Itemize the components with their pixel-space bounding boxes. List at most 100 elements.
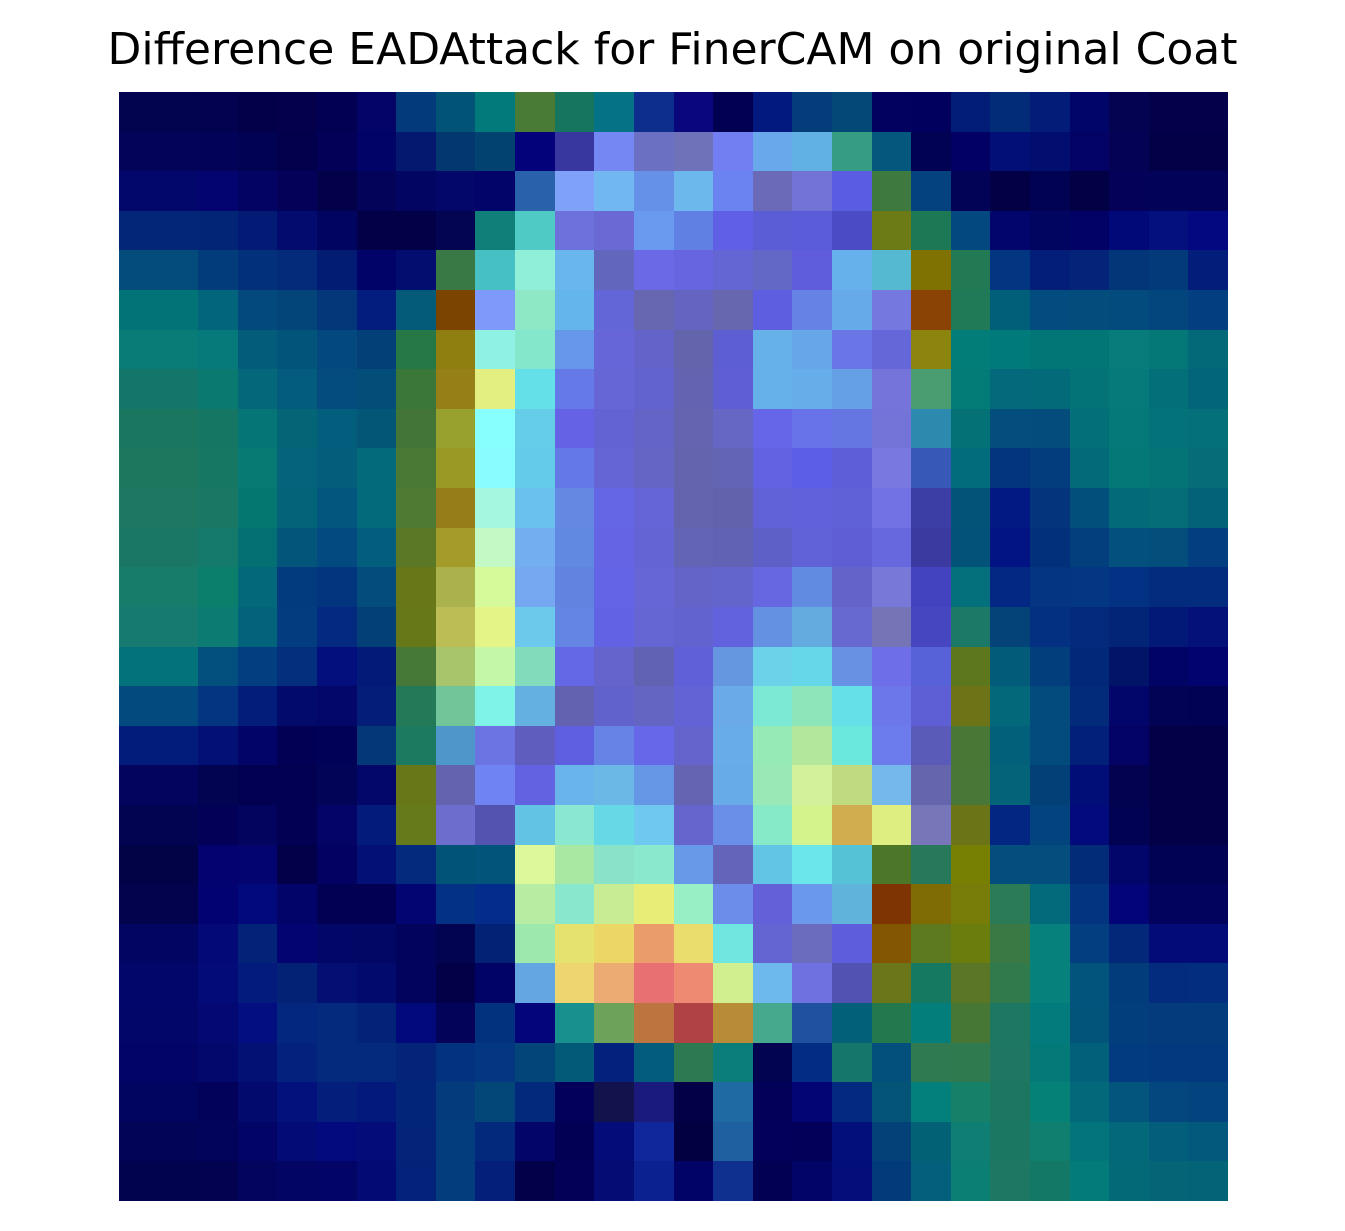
heatmap-cell-11-7	[396, 528, 436, 567]
heatmap-cell-1-25	[1109, 132, 1149, 171]
heatmap-cell-3-12	[594, 211, 634, 250]
heatmap-cell-2-18	[832, 171, 872, 211]
heatmap-cell-19-19	[872, 845, 911, 884]
heatmap-cell-16-3	[238, 726, 277, 765]
heatmap-cell-19-4	[277, 845, 317, 884]
heatmap-cell-27-21	[951, 1161, 990, 1201]
heatmap-cell-18-4	[277, 805, 317, 845]
heatmap-cell-6-7	[396, 330, 436, 369]
heatmap-cell-22-25	[1109, 963, 1149, 1003]
heatmap-cell-1-15	[713, 132, 753, 171]
heatmap-cell-22-24	[1070, 963, 1109, 1003]
heatmap-cell-23-4	[277, 1003, 317, 1043]
heatmap-cell-19-20	[911, 845, 951, 884]
heatmap-cell-27-11	[555, 1161, 594, 1201]
heatmap-cell-24-17	[792, 1043, 832, 1082]
heatmap-cell-2-15	[713, 171, 753, 211]
heatmap-cell-0-19	[872, 92, 911, 132]
heatmap-cell-11-8	[436, 528, 475, 567]
heatmap-cell-12-24	[1070, 567, 1109, 607]
heatmap-cell-19-27	[1188, 845, 1228, 884]
heatmap-cell-27-18	[832, 1161, 872, 1201]
heatmap-cell-1-0	[119, 132, 159, 171]
heatmap-cell-20-15	[713, 884, 753, 924]
heatmap-cell-1-22	[990, 132, 1030, 171]
heatmap-cell-2-3	[238, 171, 277, 211]
heatmap-cell-7-4	[277, 369, 317, 409]
heatmap-cell-4-27	[1188, 250, 1228, 290]
heatmap-cell-26-21	[951, 1122, 990, 1161]
heatmap-cell-21-9	[475, 924, 515, 963]
heatmap-cell-1-11	[555, 132, 594, 171]
heatmap-cell-12-27	[1188, 567, 1228, 607]
heatmap-cell-6-18	[832, 330, 872, 369]
heatmap-cell-4-3	[238, 250, 277, 290]
heatmap-cell-18-22	[990, 805, 1030, 845]
heatmap-cell-8-6	[357, 409, 396, 448]
heatmap-cell-8-22	[990, 409, 1030, 448]
heatmap-cell-3-22	[990, 211, 1030, 250]
heatmap-cell-23-26	[1149, 1003, 1188, 1043]
heatmap-cell-15-7	[396, 686, 436, 726]
heatmap-cell-10-17	[792, 488, 832, 528]
heatmap-cell-22-15	[713, 963, 753, 1003]
heatmap-cell-18-2	[198, 805, 238, 845]
heatmap-cell-6-20	[911, 330, 951, 369]
heatmap-cell-24-25	[1109, 1043, 1149, 1082]
heatmap-cell-15-18	[832, 686, 872, 726]
heatmap-cell-6-19	[872, 330, 911, 369]
heatmap-cell-25-27	[1188, 1082, 1228, 1122]
heatmap-cell-23-22	[990, 1003, 1030, 1043]
heatmap-cell-15-12	[594, 686, 634, 726]
heatmap-cell-12-11	[555, 567, 594, 607]
heatmap-cell-17-9	[475, 765, 515, 805]
heatmap-cell-7-3	[238, 369, 277, 409]
heatmap-cell-21-8	[436, 924, 475, 963]
heatmap-cell-9-4	[277, 448, 317, 488]
heatmap-cell-27-15	[713, 1161, 753, 1201]
heatmap-cell-27-3	[238, 1161, 277, 1201]
heatmap-cell-24-4	[277, 1043, 317, 1082]
heatmap-cell-13-21	[951, 607, 990, 647]
heatmap-cell-20-13	[634, 884, 674, 924]
heatmap-cell-25-7	[396, 1082, 436, 1122]
heatmap-cell-11-6	[357, 528, 396, 567]
heatmap-cell-3-15	[713, 211, 753, 250]
heatmap-cell-15-26	[1149, 686, 1188, 726]
heatmap-cell-20-25	[1109, 884, 1149, 924]
heatmap-cell-10-10	[515, 488, 555, 528]
heatmap-cell-23-25	[1109, 1003, 1149, 1043]
heatmap-cell-22-8	[436, 963, 475, 1003]
heatmap-cell-13-4	[277, 607, 317, 647]
heatmap-cell-7-17	[792, 369, 832, 409]
heatmap-cell-13-14	[674, 607, 713, 647]
heatmap-cell-16-2	[198, 726, 238, 765]
heatmap-cell-13-23	[1030, 607, 1070, 647]
heatmap-cell-9-19	[872, 448, 911, 488]
heatmap-cell-26-18	[832, 1122, 872, 1161]
heatmap-cell-0-11	[555, 92, 594, 132]
heatmap-cell-19-2	[198, 845, 238, 884]
heatmap-cell-2-7	[396, 171, 436, 211]
heatmap-cell-17-0	[119, 765, 159, 805]
heatmap-cell-11-1	[159, 528, 198, 567]
heatmap-cell-17-17	[792, 765, 832, 805]
heatmap-cell-9-1	[159, 448, 198, 488]
heatmap-cell-12-8	[436, 567, 475, 607]
heatmap-cell-3-8	[436, 211, 475, 250]
heatmap-cell-25-14	[674, 1082, 713, 1122]
heatmap-cell-15-14	[674, 686, 713, 726]
heatmap-cell-24-2	[198, 1043, 238, 1082]
heatmap-cell-14-14	[674, 647, 713, 686]
heatmap-cell-10-11	[555, 488, 594, 528]
heatmap-cell-14-20	[911, 647, 951, 686]
heatmap-cell-25-24	[1070, 1082, 1109, 1122]
heatmap-cell-21-27	[1188, 924, 1228, 963]
heatmap-cell-0-2	[198, 92, 238, 132]
heatmap-cell-15-6	[357, 686, 396, 726]
heatmap-cell-20-26	[1149, 884, 1188, 924]
heatmap-cell-1-23	[1030, 132, 1070, 171]
heatmap-cell-1-5	[317, 132, 357, 171]
heatmap-cell-1-6	[357, 132, 396, 171]
heatmap-cell-2-13	[634, 171, 674, 211]
